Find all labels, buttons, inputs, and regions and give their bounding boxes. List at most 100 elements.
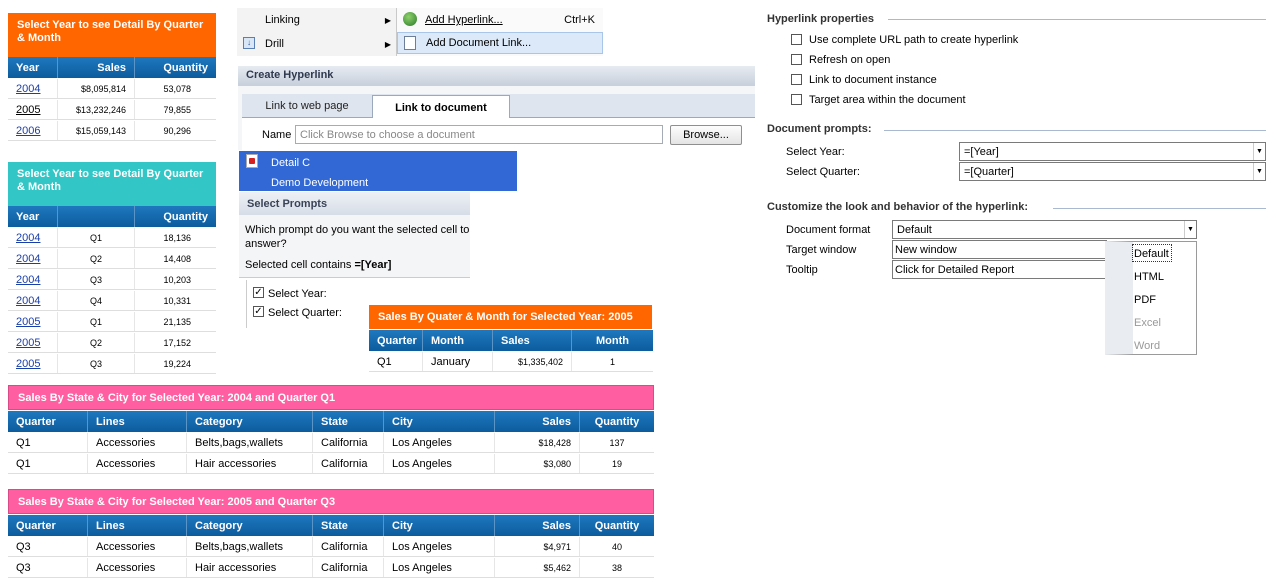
col-category: Category: [187, 515, 313, 536]
col-month-number: Month: [596, 334, 629, 347]
quantity-cell: 18,136: [163, 232, 191, 243]
document-format-dropdown[interactable]: Default ▼: [892, 220, 1197, 239]
report1-header: Year Sales Quantity: [8, 57, 216, 78]
section-divider: [888, 19, 1266, 20]
document-name-input[interactable]: Click Browse to choose a document: [295, 125, 663, 144]
globe-link-icon: [403, 12, 417, 26]
menu-item-add-hyperlink[interactable]: Add Hyperlink... Ctrl+K: [397, 9, 603, 31]
category-cell: Belts,bags,wallets: [187, 537, 313, 556]
document-format-list: [1105, 241, 1197, 355]
year-link[interactable]: 2004: [8, 228, 58, 247]
target-area-label: Target area within the document: [809, 94, 966, 106]
col-month: Month: [423, 330, 493, 351]
refresh-on-open-checkbox[interactable]: [791, 54, 802, 65]
tree-item-demo-development[interactable]: Demo Development: [271, 177, 369, 189]
table-row: Q3 Accessories Belts,bags,wallets Californi…: [8, 537, 654, 557]
quarter-cell: Q1: [58, 312, 135, 331]
col-sales: Sales: [58, 57, 135, 78]
select-year-checkbox[interactable]: ✓: [253, 287, 264, 298]
state-cell: California: [313, 537, 384, 556]
year-link[interactable]: 2005: [8, 333, 58, 352]
quantity-cell: 19: [611, 458, 622, 469]
shortcut-label: Ctrl+K: [564, 14, 595, 26]
lines-cell: Accessories: [88, 537, 187, 556]
year-link[interactable]: 2006: [8, 121, 58, 140]
dropdown-value: =[Year]: [964, 145, 999, 158]
year-link[interactable]: 2005: [8, 312, 58, 331]
col-sales: Sales: [495, 515, 580, 536]
format-option-pdf[interactable]: PDF: [1134, 294, 1156, 306]
tab-link-to-web-page[interactable]: Link to web page: [265, 100, 349, 112]
use-complete-url-checkbox[interactable]: [791, 34, 802, 45]
col-quantity: Quantity: [163, 61, 208, 74]
sales-cell: $4,971: [495, 537, 580, 556]
format-option-excel: Excel: [1134, 317, 1161, 329]
section-divider: [884, 130, 1266, 131]
table-row: 2005 Q2 17,152: [8, 333, 216, 353]
quantity-cell: 14,408: [163, 253, 191, 264]
format-option-default[interactable]: Default: [1134, 248, 1169, 260]
col-quantity: Quantity: [594, 519, 640, 532]
year-link[interactable]: 2005: [8, 354, 58, 373]
document-link-icon: [404, 36, 416, 50]
menu-item-drill[interactable]: ↓ Drill ▶: [237, 32, 397, 56]
col-city: City: [384, 515, 495, 536]
target-area-checkbox[interactable]: [791, 94, 802, 105]
col-state: State: [313, 515, 384, 536]
table-row: 2005 Q1 21,135: [8, 312, 216, 332]
table-row: Q1 January $1,335,402 1: [369, 352, 653, 372]
report3-title: Sales By Quater & Month for Selected Yea…: [369, 305, 652, 329]
select-quarter-checkbox[interactable]: ✓: [253, 306, 264, 317]
report4-title: Sales By State & City for Selected Year:…: [8, 385, 654, 410]
browse-button[interactable]: Browse...: [670, 125, 742, 145]
state-cell: California: [313, 433, 384, 452]
category-cell: Belts,bags,wallets: [187, 433, 313, 452]
customize-title: Customize the look and behavior of the h…: [767, 201, 1028, 213]
link-to-instance-checkbox[interactable]: [791, 74, 802, 85]
select-year-option-label: Select Year:: [268, 288, 327, 300]
chevron-right-icon: ▶: [384, 15, 391, 25]
menu-item-label: Add Document Link...: [426, 37, 532, 49]
sales-cell: $1,335,402: [493, 352, 572, 371]
year-link[interactable]: 2005: [8, 100, 58, 119]
select-year-dropdown[interactable]: =[Year] ▼: [959, 142, 1266, 161]
year-link[interactable]: 2004: [8, 291, 58, 310]
tooltip-input[interactable]: Click for Detailed Report: [892, 260, 1107, 279]
quarter-cell: Q2: [58, 249, 135, 268]
quarter-cell: Q3: [58, 354, 135, 373]
year-link[interactable]: 2004: [8, 270, 58, 289]
month-cell: January: [423, 352, 493, 371]
quantity-cell: 10,331: [163, 295, 191, 306]
sales-cell: $18,428: [495, 433, 580, 452]
select-quarter-option-label: Select Quarter:: [268, 307, 342, 319]
col-quantity: Quantity: [163, 210, 208, 223]
menu-item-add-document-link[interactable]: Add Document Link...: [397, 32, 603, 54]
report2-header: Year Quantity: [8, 206, 216, 227]
city-cell: Los Angeles: [384, 558, 495, 577]
refresh-on-open-label: Refresh on open: [809, 54, 891, 66]
tab-link-to-document[interactable]: Link to document: [372, 95, 510, 119]
tree-item-detail-c[interactable]: Detail C: [271, 157, 311, 169]
col-lines: Lines: [88, 515, 187, 536]
col-quarter: Quarter: [369, 330, 423, 351]
linking-submenu: Add Hyperlink... Ctrl+K Add Document Lin…: [397, 8, 603, 56]
format-option-html[interactable]: HTML: [1134, 271, 1164, 283]
selected-cell-value: =[Year]: [354, 259, 392, 271]
dropdown-value: =[Quarter]: [964, 165, 1014, 178]
quarter-cell: Q1: [8, 433, 88, 452]
quantity-cell: 21,135: [163, 316, 191, 327]
table-row: 2006 $15,059,143 90,296: [8, 121, 216, 141]
select-quarter-dropdown[interactable]: =[Quarter] ▼: [959, 162, 1266, 181]
report3-header: Quarter Month Sales Month: [369, 330, 653, 351]
year-link[interactable]: 2004: [8, 79, 58, 98]
quantity-cell: 79,855: [163, 104, 191, 115]
quantity-cell: 137: [609, 437, 625, 448]
chevron-down-icon: ▼: [1253, 143, 1265, 160]
year-link[interactable]: 2004: [8, 249, 58, 268]
chevron-right-icon: ▶: [384, 39, 391, 49]
table-row: 2004 $8,095,814 53,078: [8, 79, 216, 99]
context-menu: Linking ▶ ↓ Drill ▶: [237, 8, 397, 56]
target-window-field[interactable]: New window: [892, 240, 1107, 259]
menu-item-linking[interactable]: Linking ▶: [237, 8, 397, 32]
document-format-label: Document format: [786, 224, 871, 236]
